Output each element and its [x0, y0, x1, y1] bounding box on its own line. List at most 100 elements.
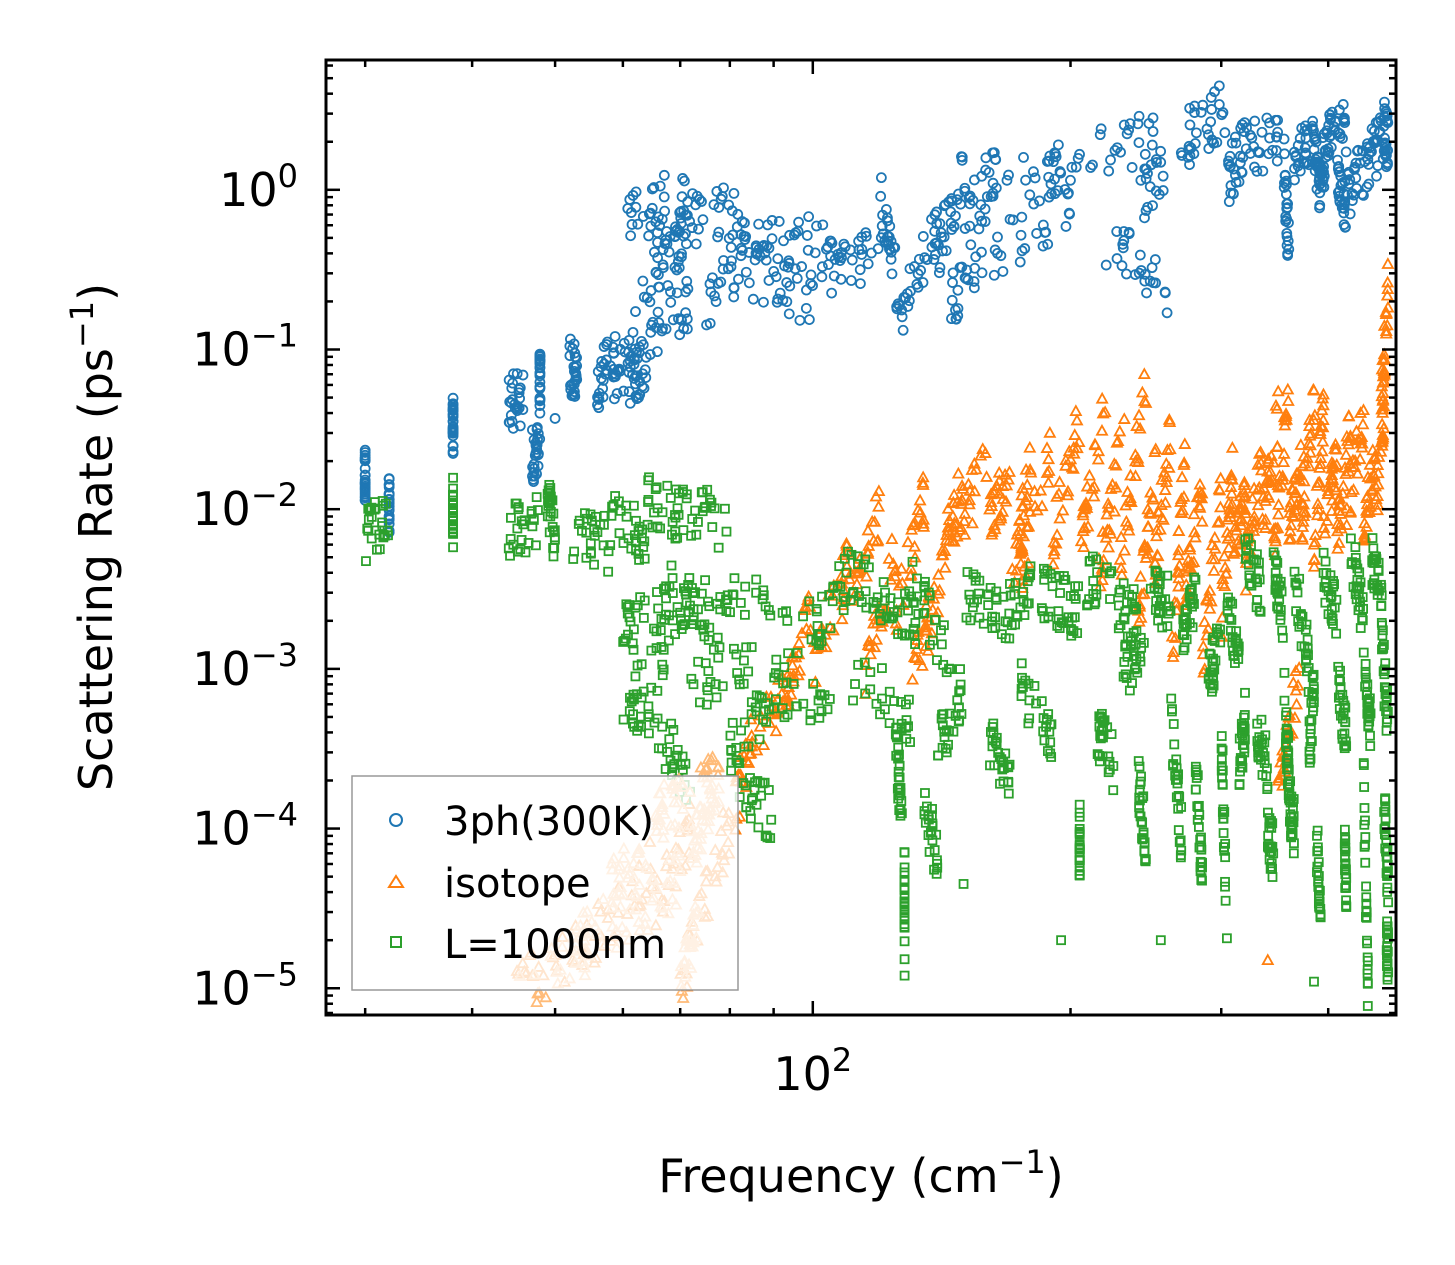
- data-point: [968, 569, 979, 580]
- data-point: [809, 247, 821, 259]
- data-point: [886, 268, 898, 280]
- data-point: [1190, 761, 1201, 772]
- data-point: [1272, 558, 1283, 568]
- data-point: [668, 724, 679, 735]
- data-point: [1133, 137, 1145, 149]
- data-point: [506, 416, 518, 427]
- data-point: [1076, 505, 1090, 518]
- data-point: [866, 247, 877, 259]
- data-point: [1271, 155, 1283, 167]
- data-point: [1344, 208, 1356, 220]
- data-point: [760, 254, 772, 266]
- data-point: [814, 712, 825, 723]
- data-point: [761, 716, 772, 727]
- data-point: [634, 389, 646, 401]
- data-point: [1281, 203, 1293, 214]
- data-point: [1167, 704, 1177, 714]
- data-point: [1360, 857, 1371, 868]
- series-l-1000nm: [361, 472, 1394, 1011]
- data-point: [589, 559, 599, 570]
- data-point: [725, 241, 737, 253]
- data-point: [1118, 578, 1129, 589]
- data-point: [854, 264, 866, 276]
- data-point: [618, 714, 629, 725]
- data-point: [1220, 838, 1231, 849]
- data-point: [1043, 425, 1057, 438]
- data-point: [677, 173, 689, 184]
- data-point: [1246, 540, 1256, 550]
- data-point: [1342, 409, 1356, 421]
- data-point: [816, 261, 828, 273]
- data-point: [1328, 581, 1339, 592]
- data-point: [1287, 509, 1301, 522]
- data-point: [933, 267, 945, 279]
- data-point: [1272, 480, 1286, 493]
- data-point: [1222, 933, 1232, 944]
- data-point: [1092, 567, 1103, 578]
- data-point: [700, 575, 711, 586]
- data-point: [758, 296, 769, 308]
- data-point: [1018, 151, 1029, 163]
- data-point: [1174, 837, 1185, 847]
- data-point: [1382, 882, 1393, 893]
- data-point: [1195, 491, 1209, 504]
- data-point: [935, 548, 949, 561]
- data-point: [1171, 565, 1185, 577]
- data-point: [852, 564, 866, 577]
- data-point: [658, 664, 669, 675]
- data-point: [751, 690, 762, 701]
- data-point: [1219, 845, 1230, 856]
- data-point: [774, 287, 786, 299]
- data-point: [1149, 529, 1164, 542]
- data-point: [678, 620, 688, 631]
- data-point: [1245, 573, 1255, 583]
- data-point: [1170, 596, 1184, 609]
- data-point: [1002, 617, 1013, 628]
- data-point: [1119, 498, 1133, 511]
- data-point: [678, 230, 690, 242]
- data-point: [1234, 157, 1246, 169]
- data-point: [1376, 430, 1390, 443]
- data-point: [1074, 840, 1085, 851]
- data-point: [712, 231, 724, 243]
- data-point: [1105, 594, 1115, 604]
- data-point: [1062, 444, 1076, 457]
- data-point: [1209, 86, 1220, 98]
- data-point: [1085, 555, 1096, 566]
- data-point: [1267, 818, 1278, 829]
- data-point: [871, 533, 885, 546]
- data-point: [912, 591, 923, 602]
- data-point: [947, 267, 959, 279]
- data-point: [976, 267, 988, 279]
- data-point: [1365, 741, 1376, 751]
- data-point: [1275, 610, 1286, 621]
- data-point: [534, 354, 546, 366]
- data-point: [1379, 639, 1389, 650]
- data-point: [930, 614, 940, 625]
- data-point: [697, 214, 709, 226]
- data-point: [859, 657, 870, 668]
- data-point: [772, 253, 784, 265]
- data-point: [955, 685, 966, 696]
- data-point: [731, 649, 742, 660]
- data-point: [1047, 535, 1061, 548]
- data-point: [918, 608, 929, 619]
- data-point: [817, 591, 827, 602]
- data-point: [655, 523, 666, 534]
- data-point: [986, 727, 996, 737]
- data-point: [1147, 112, 1159, 124]
- data-point: [1277, 455, 1291, 468]
- data-point: [773, 216, 785, 227]
- data-point: [1354, 406, 1368, 418]
- data-point: [1365, 730, 1375, 741]
- data-point: [816, 706, 827, 717]
- data-point: [931, 567, 945, 580]
- data-point: [1325, 504, 1339, 516]
- data-point: [999, 494, 1013, 507]
- data-point: [1288, 794, 1299, 804]
- data-point: [746, 709, 757, 720]
- data-point: [817, 219, 829, 231]
- data-point: [1296, 520, 1310, 532]
- data-point: [1067, 446, 1081, 459]
- data-point: [749, 254, 761, 266]
